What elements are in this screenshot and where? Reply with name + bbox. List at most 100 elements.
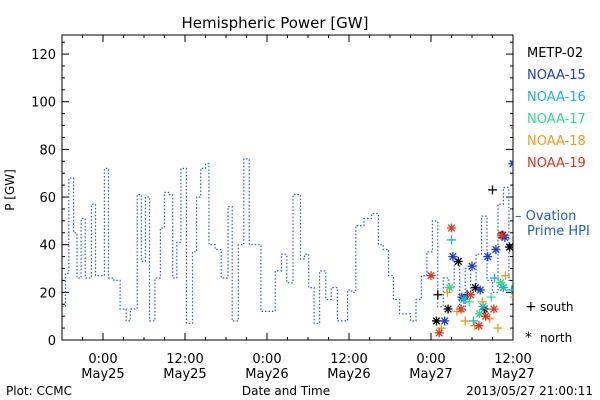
legend-noaa-19: NOAA-19 bbox=[527, 156, 586, 171]
star-marker bbox=[443, 304, 453, 314]
y-tick-label: 120 bbox=[31, 48, 56, 63]
star-marker bbox=[543, 178, 552, 187]
plus-marker bbox=[509, 296, 513, 298]
data-layer bbox=[62, 124, 552, 338]
plus-marker bbox=[433, 290, 443, 300]
y-tick-label: 20 bbox=[39, 286, 56, 301]
x-tick-time-label: 0:00 bbox=[416, 352, 445, 367]
star-marker bbox=[508, 159, 513, 169]
x-tick-time-label: 12:00 bbox=[494, 352, 531, 367]
x-tick-day-label: May26 bbox=[327, 367, 370, 382]
x-tick-day-label: May27 bbox=[491, 367, 534, 382]
star-marker bbox=[456, 304, 466, 314]
plus-marker bbox=[512, 234, 513, 236]
legend-ovation-line2: Prime HPI bbox=[527, 224, 590, 239]
plus-marker bbox=[447, 235, 456, 245]
star-marker bbox=[448, 252, 458, 262]
star-marker bbox=[532, 193, 541, 202]
star-marker bbox=[479, 304, 489, 314]
footer-timestamp: 2013/05/27 21:00:11 bbox=[466, 384, 593, 398]
ovation-hpi-line bbox=[62, 158, 513, 324]
plus-marker bbox=[490, 273, 500, 283]
star-marker bbox=[444, 283, 454, 293]
plus-marker bbox=[507, 285, 513, 295]
plus-marker bbox=[493, 323, 503, 333]
star-marker bbox=[496, 278, 506, 288]
x-tick-day-label: May26 bbox=[245, 367, 288, 382]
star-marker bbox=[466, 290, 476, 300]
star-marker bbox=[440, 316, 450, 326]
star-marker bbox=[515, 259, 524, 268]
star-marker bbox=[491, 244, 501, 254]
star-marker bbox=[474, 321, 484, 331]
plus-marker bbox=[529, 240, 538, 249]
plus-marker bbox=[500, 271, 510, 281]
star-marker bbox=[453, 256, 463, 266]
plus-marker bbox=[486, 292, 496, 302]
legend-label-south: south bbox=[540, 300, 574, 314]
star-marker bbox=[470, 283, 480, 293]
star-marker bbox=[467, 261, 477, 271]
star-marker bbox=[519, 288, 528, 297]
x-tick-day-label: May25 bbox=[81, 367, 124, 382]
series-noaa-16 bbox=[447, 235, 526, 326]
plus-marker bbox=[477, 297, 487, 307]
star-marker bbox=[481, 311, 491, 321]
star-marker bbox=[475, 285, 485, 295]
y-tick-label: 40 bbox=[39, 239, 56, 254]
legend-metp-02: METP-02 bbox=[527, 46, 583, 61]
x-tick-time-label: 12:00 bbox=[330, 352, 367, 367]
star-marker bbox=[489, 304, 499, 314]
x-tick-time-label: 0:00 bbox=[252, 352, 281, 367]
star-marker bbox=[498, 283, 508, 293]
star-marker bbox=[530, 193, 539, 202]
y-tick-label: 0 bbox=[48, 334, 56, 349]
legend: METP-02 NOAA-15 NOAA-16 NOAA-17 NOAA-18 NOAA-… bbox=[515, 46, 590, 346]
star-marker bbox=[496, 230, 506, 240]
x-axis-label: Date and Time bbox=[242, 384, 330, 398]
legend-noaa-15: NOAA-15 bbox=[527, 68, 586, 83]
x-tick-time-label: 0:00 bbox=[88, 352, 117, 367]
plus-marker bbox=[488, 185, 497, 195]
star-marker bbox=[478, 302, 488, 312]
legend-label-north: north bbox=[540, 331, 572, 345]
plus-marker bbox=[533, 247, 542, 256]
series-noaa-19 bbox=[426, 124, 548, 338]
plot-area: 0204060801001200:00May2512:00May250:00Ma… bbox=[31, 34, 552, 382]
legend-symbol-south: + bbox=[525, 299, 537, 315]
x-tick-time-label: 12:00 bbox=[166, 352, 203, 367]
series-noaa-17 bbox=[444, 234, 513, 319]
legend-symbol-north: * bbox=[525, 330, 532, 346]
plus-marker bbox=[460, 316, 470, 326]
plus-marker bbox=[468, 316, 478, 326]
chart-title: Hemispheric Power [GW] bbox=[182, 14, 369, 32]
star-marker bbox=[431, 316, 441, 326]
star-marker bbox=[434, 328, 444, 338]
star-marker bbox=[505, 242, 513, 252]
legend-noaa-16: NOAA-16 bbox=[527, 90, 586, 105]
star-marker bbox=[522, 269, 531, 278]
footer-plot-credit: Plot: CCMC bbox=[6, 384, 72, 398]
star-marker bbox=[517, 283, 526, 292]
x-tick-day-label: May27 bbox=[409, 367, 452, 382]
y-axis-label: P [GW] bbox=[3, 169, 17, 211]
plus-marker bbox=[464, 297, 474, 307]
y-tick-label: 100 bbox=[31, 96, 56, 111]
legend-noaa-18: NOAA-18 bbox=[527, 134, 586, 149]
star-marker bbox=[500, 233, 510, 243]
legend-ovation-line1: – Ovation bbox=[515, 209, 576, 224]
star-marker bbox=[447, 223, 456, 233]
star-marker bbox=[511, 124, 513, 132]
plot-frame bbox=[61, 34, 514, 341]
x-tick-day-label: May25 bbox=[163, 367, 206, 382]
star-marker bbox=[426, 271, 436, 281]
star-marker bbox=[459, 294, 469, 304]
y-tick-label: 80 bbox=[39, 143, 56, 158]
plus-marker bbox=[442, 287, 452, 297]
star-marker bbox=[539, 171, 548, 180]
y-tick-label: 60 bbox=[39, 191, 56, 206]
star-marker bbox=[475, 309, 485, 319]
star-marker bbox=[483, 252, 493, 262]
legend-noaa-17: NOAA-17 bbox=[527, 112, 586, 127]
